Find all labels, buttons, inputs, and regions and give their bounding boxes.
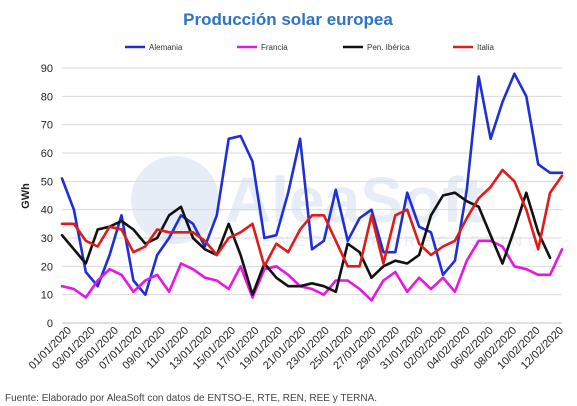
watermark-logo-icon <box>131 156 219 244</box>
series-line-0 <box>60 72 564 297</box>
y-tick-label: 30 <box>41 233 53 245</box>
y-tick-label: 40 <box>41 205 53 217</box>
y-tick-label: 50 <box>41 176 53 188</box>
y-tick-label: 60 <box>41 148 53 160</box>
legend-label-1: Francia <box>261 43 288 52</box>
source-note: Fuente: Elaborado por AleaSoft con datos… <box>5 393 377 404</box>
y-axis: 0 10 20 30 40 50 60 70 80 90 <box>41 63 53 330</box>
y-tick-label: 10 <box>41 290 53 302</box>
x-axis: 01/01/202003/01/202005/01/202007/01/2020… <box>27 325 566 372</box>
y-tick-label: 90 <box>41 63 53 75</box>
y-tick-label: 70 <box>41 120 53 132</box>
series-group <box>60 72 564 302</box>
series-line-3 <box>60 168 564 268</box>
legend: Alemania Francia Pen. Ibérica Italia <box>125 43 494 52</box>
y-tick-label: 0 <box>47 318 53 330</box>
legend-label-3: Italia <box>477 43 494 52</box>
series-line-2 <box>60 191 552 297</box>
legend-label-2: Pen. Ibérica <box>367 43 410 52</box>
chart-title: Producción solar europea <box>183 10 393 29</box>
legend-label-0: Alemania <box>149 43 183 52</box>
y-axis-label: GWh <box>20 183 32 209</box>
y-tick-label: 20 <box>41 261 53 273</box>
watermark-tagline: ENERGY FORECASTING <box>262 233 546 250</box>
series-line-1 <box>60 239 564 302</box>
y-tick-label: 80 <box>41 91 53 103</box>
